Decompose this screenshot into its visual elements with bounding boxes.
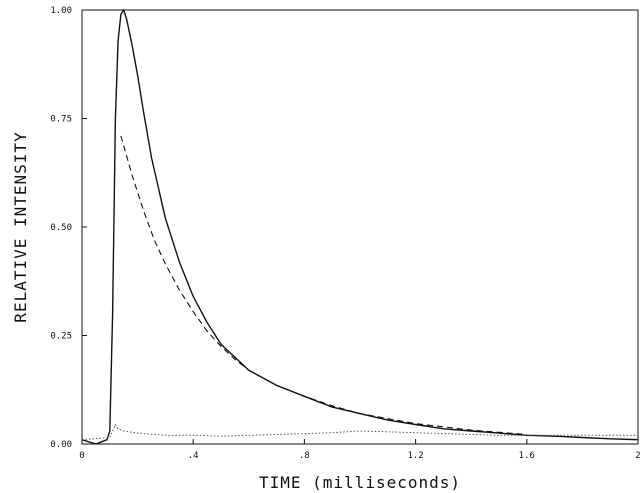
x-axis-title: TIME (milliseconds) — [259, 473, 461, 492]
ticks-layer: 0 .4 .8 1.2 1.6 2 0.00 0.25 0.50 0.75 1.00 — [50, 6, 640, 461]
series-line-dashed — [120, 135, 527, 436]
series-line-dotted — [81, 424, 638, 441]
x-tick-label: 2 — [635, 451, 640, 461]
series-line-solid — [81, 9, 639, 445]
x-tick-label: 1.2 — [407, 451, 423, 461]
x-tick-label: 1.6 — [519, 451, 535, 461]
plot-frame — [81, 9, 639, 445]
y-tick-label: 0.75 — [50, 115, 72, 125]
series-layer — [81, 9, 639, 445]
y-tick-label: 0.00 — [50, 440, 72, 450]
y-tick-label: 0.50 — [50, 223, 72, 233]
x-tick-label: .8 — [299, 451, 310, 461]
x-tick-label: .4 — [188, 451, 199, 461]
x-tick-label: 0 — [79, 451, 84, 461]
y-tick-label: 0.25 — [50, 332, 72, 342]
y-axis-title: RELATIVE INTENSITY — [11, 131, 30, 322]
y-tick-label: 1.00 — [50, 6, 72, 16]
